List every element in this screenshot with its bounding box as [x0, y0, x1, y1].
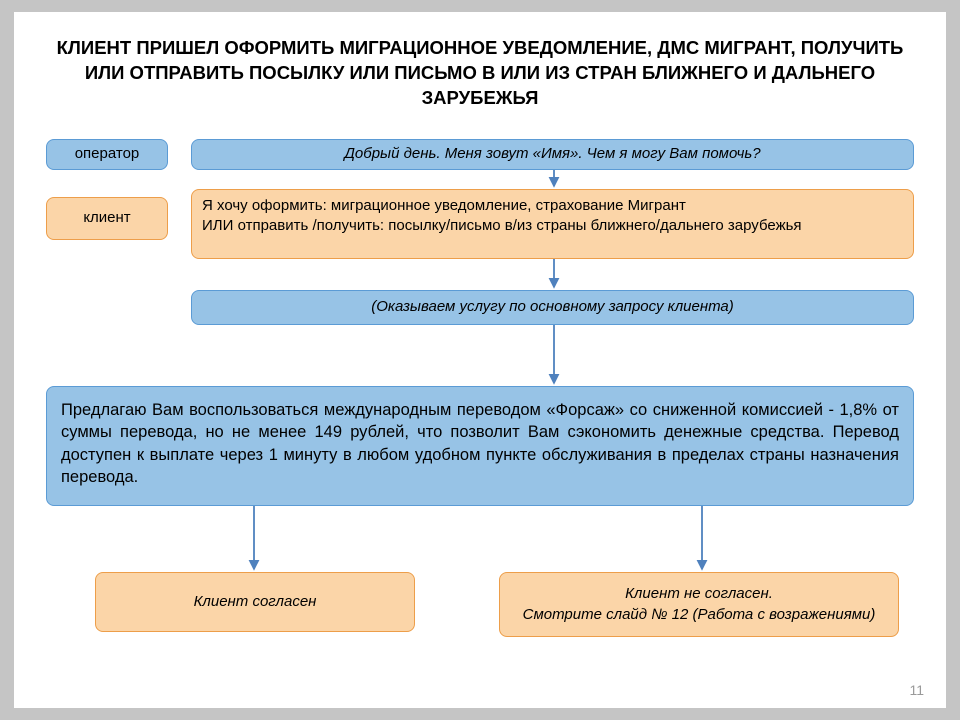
- slide: КЛИЕНТ ПРИШЕЛ ОФОРМИТЬ МИГРАЦИОННОЕ УВЕД…: [14, 12, 946, 708]
- flow-arrows: [14, 12, 946, 708]
- page-number: 11: [909, 682, 924, 698]
